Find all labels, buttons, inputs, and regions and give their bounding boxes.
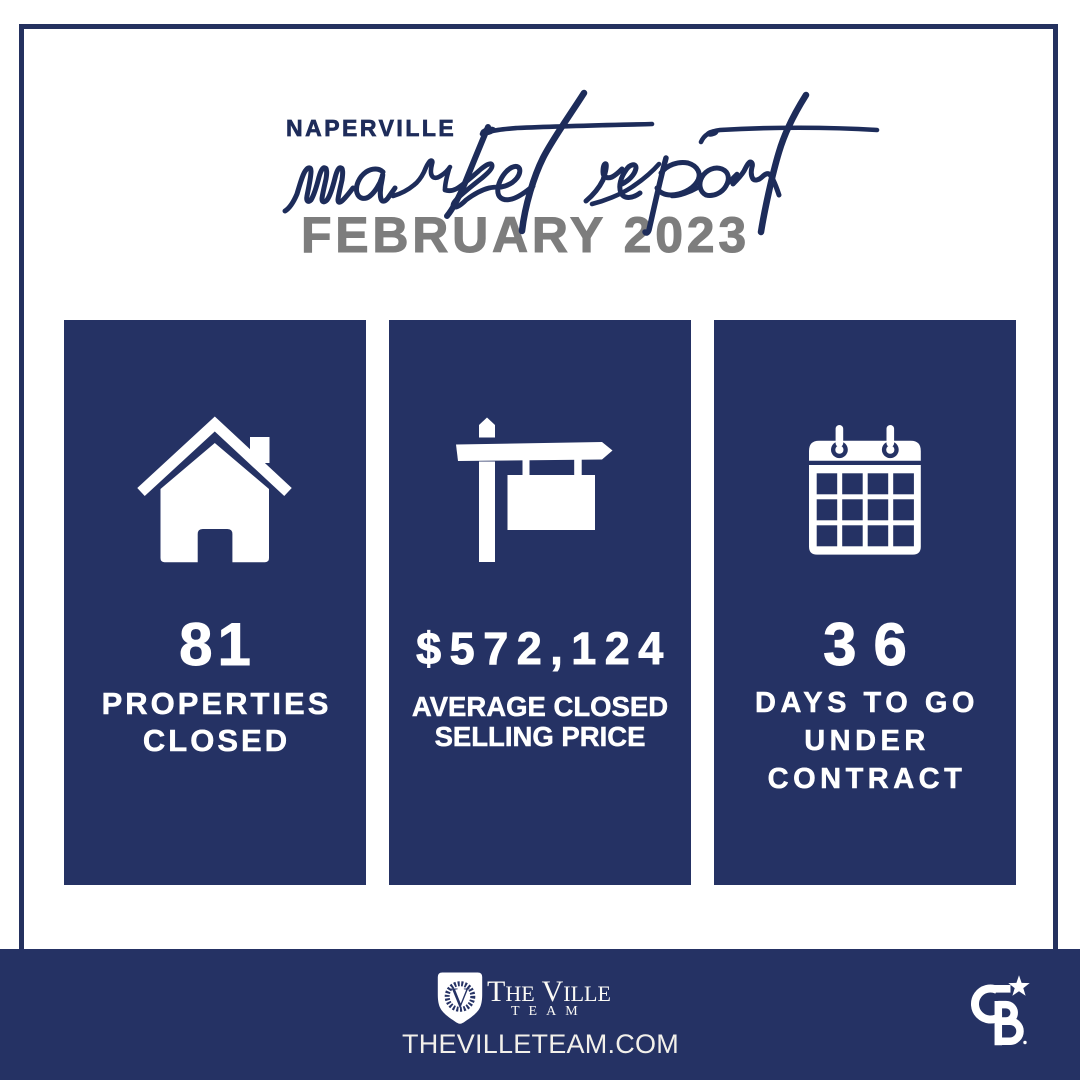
svg-text:V: V [450,984,470,1015]
